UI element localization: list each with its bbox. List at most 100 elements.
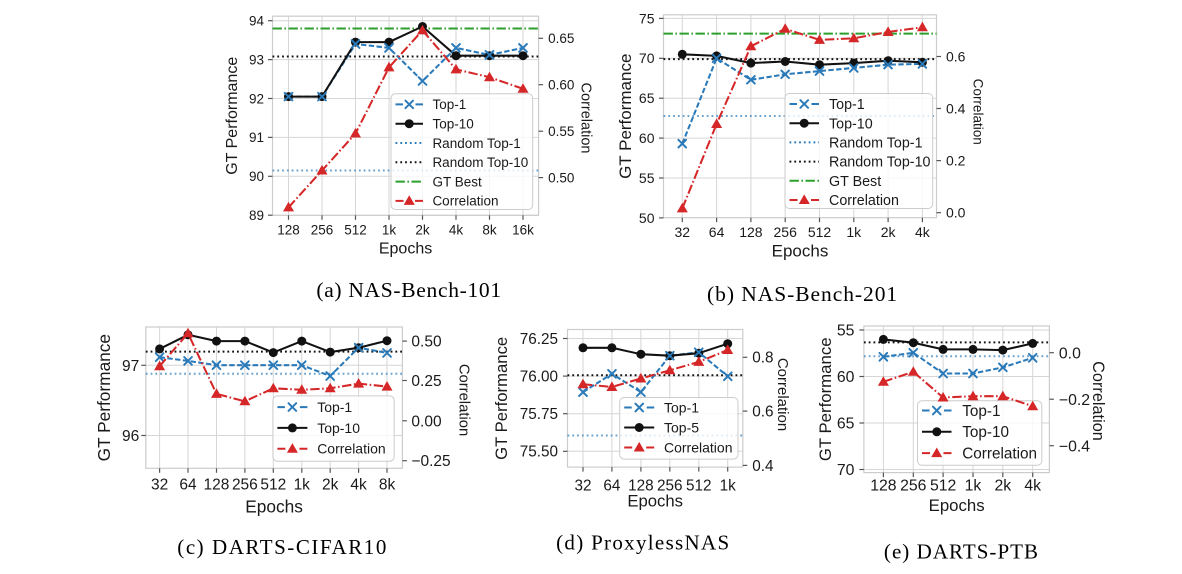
svg-text:32: 32 bbox=[574, 478, 591, 495]
svg-text:0.8: 0.8 bbox=[752, 350, 773, 367]
svg-text:0.50: 0.50 bbox=[548, 170, 574, 185]
svg-text:(c) DARTS-CIFAR10: (c) DARTS-CIFAR10 bbox=[177, 535, 388, 559]
svg-text:Epochs: Epochs bbox=[929, 496, 985, 515]
svg-text:Top-10: Top-10 bbox=[829, 116, 873, 132]
svg-text:512: 512 bbox=[260, 477, 286, 494]
svg-text:256: 256 bbox=[232, 477, 258, 494]
svg-text:256: 256 bbox=[311, 223, 334, 238]
svg-text:90: 90 bbox=[249, 169, 264, 184]
svg-text:512: 512 bbox=[930, 478, 956, 495]
svg-text:70: 70 bbox=[837, 462, 855, 479]
svg-text:64: 64 bbox=[179, 477, 197, 494]
svg-text:97: 97 bbox=[122, 358, 139, 375]
svg-text:4k: 4k bbox=[449, 223, 464, 238]
svg-text:Top-10: Top-10 bbox=[432, 116, 473, 131]
svg-text:Top-5: Top-5 bbox=[664, 419, 699, 435]
svg-text:0.4: 0.4 bbox=[946, 100, 966, 116]
svg-text:Top-1: Top-1 bbox=[432, 97, 466, 112]
svg-text:128: 128 bbox=[204, 477, 230, 494]
svg-text:0.55: 0.55 bbox=[548, 124, 574, 139]
svg-text:75.50: 75.50 bbox=[520, 444, 558, 461]
svg-text:Random Top-1: Random Top-1 bbox=[432, 136, 520, 151]
svg-text:GT Performance: GT Performance bbox=[492, 337, 511, 460]
svg-text:76.25: 76.25 bbox=[520, 331, 558, 348]
svg-text:8k: 8k bbox=[379, 477, 396, 494]
svg-text:65: 65 bbox=[639, 90, 655, 106]
svg-text:512: 512 bbox=[344, 223, 367, 238]
svg-text:0.2: 0.2 bbox=[946, 153, 966, 169]
svg-text:Top-1: Top-1 bbox=[829, 97, 865, 113]
svg-text:(b) NAS-Bench-201: (b) NAS-Bench-201 bbox=[707, 282, 898, 306]
svg-text:65: 65 bbox=[837, 416, 855, 433]
svg-text:GT Performance: GT Performance bbox=[816, 337, 835, 461]
svg-text:2k: 2k bbox=[994, 478, 1011, 495]
svg-text:Random Top-1: Random Top-1 bbox=[829, 135, 923, 151]
svg-text:Correlation: Correlation bbox=[971, 79, 986, 145]
svg-text:2k: 2k bbox=[881, 224, 897, 240]
svg-text:Epochs: Epochs bbox=[627, 492, 683, 511]
svg-text:Correlation: Correlation bbox=[962, 446, 1037, 463]
svg-text:91: 91 bbox=[249, 130, 264, 145]
svg-text:96: 96 bbox=[122, 428, 139, 445]
svg-text:0.0: 0.0 bbox=[1059, 345, 1081, 362]
svg-text:−0.4: −0.4 bbox=[1059, 438, 1090, 455]
svg-text:92: 92 bbox=[249, 91, 264, 106]
svg-text:93: 93 bbox=[249, 52, 264, 67]
svg-text:1k: 1k bbox=[720, 478, 737, 495]
svg-text:0.25: 0.25 bbox=[411, 373, 441, 390]
svg-text:GT Best: GT Best bbox=[432, 174, 482, 189]
svg-text:Top-10: Top-10 bbox=[317, 420, 360, 436]
svg-text:64: 64 bbox=[709, 224, 725, 240]
svg-text:Correlation: Correlation bbox=[432, 194, 498, 209]
svg-text:GT Performance: GT Performance bbox=[224, 57, 241, 175]
svg-text:(a) NAS-Bench-101: (a) NAS-Bench-101 bbox=[316, 278, 501, 302]
svg-text:70: 70 bbox=[639, 50, 655, 66]
svg-text:94: 94 bbox=[249, 13, 265, 28]
svg-text:Epochs: Epochs bbox=[772, 242, 829, 261]
svg-text:128: 128 bbox=[870, 478, 897, 495]
svg-text:(d) ProxylessNAS: (d) ProxylessNAS bbox=[556, 531, 730, 555]
svg-text:512: 512 bbox=[686, 478, 712, 495]
svg-text:(e) DARTS-PTB: (e) DARTS-PTB bbox=[884, 540, 1039, 564]
svg-text:32: 32 bbox=[151, 477, 168, 494]
svg-text:Random Top-10: Random Top-10 bbox=[829, 155, 931, 171]
svg-text:Epochs: Epochs bbox=[245, 497, 303, 517]
svg-text:55: 55 bbox=[639, 170, 655, 186]
svg-text:Top-1: Top-1 bbox=[317, 399, 352, 415]
svg-text:60: 60 bbox=[639, 130, 655, 146]
svg-text:Correlation: Correlation bbox=[774, 358, 791, 431]
svg-text:128: 128 bbox=[277, 223, 300, 238]
svg-text:−0.25: −0.25 bbox=[411, 453, 450, 470]
svg-text:64: 64 bbox=[603, 478, 621, 495]
svg-text:Correlation: Correlation bbox=[317, 441, 385, 457]
svg-text:0.60: 0.60 bbox=[548, 77, 574, 92]
svg-text:55: 55 bbox=[837, 323, 855, 340]
svg-text:2k: 2k bbox=[322, 477, 339, 494]
svg-text:128: 128 bbox=[628, 478, 654, 495]
svg-text:256: 256 bbox=[774, 224, 798, 240]
svg-text:50: 50 bbox=[639, 210, 655, 226]
svg-text:Top-1: Top-1 bbox=[664, 399, 699, 415]
svg-text:256: 256 bbox=[657, 478, 683, 495]
svg-text:1k: 1k bbox=[846, 224, 862, 240]
svg-text:0.4: 0.4 bbox=[752, 458, 774, 475]
svg-text:1k: 1k bbox=[965, 478, 982, 495]
svg-text:Top-1: Top-1 bbox=[962, 403, 1000, 420]
svg-text:0.6: 0.6 bbox=[946, 48, 966, 64]
svg-text:1k: 1k bbox=[382, 223, 397, 238]
svg-text:128: 128 bbox=[739, 224, 763, 240]
svg-text:89: 89 bbox=[249, 208, 264, 223]
svg-text:75: 75 bbox=[639, 10, 655, 26]
svg-text:75.75: 75.75 bbox=[520, 406, 558, 423]
svg-text:Epochs: Epochs bbox=[379, 241, 432, 258]
svg-text:GT Best: GT Best bbox=[829, 174, 881, 190]
svg-text:GT Performance: GT Performance bbox=[94, 334, 114, 461]
svg-text:0.50: 0.50 bbox=[411, 334, 442, 351]
svg-text:512: 512 bbox=[808, 224, 832, 240]
svg-text:GT Performance: GT Performance bbox=[616, 54, 635, 179]
svg-text:60: 60 bbox=[837, 369, 855, 386]
svg-text:8k: 8k bbox=[482, 223, 497, 238]
svg-text:76.00: 76.00 bbox=[520, 369, 558, 386]
svg-text:−0.2: −0.2 bbox=[1059, 392, 1090, 409]
svg-text:0.0: 0.0 bbox=[946, 205, 966, 221]
